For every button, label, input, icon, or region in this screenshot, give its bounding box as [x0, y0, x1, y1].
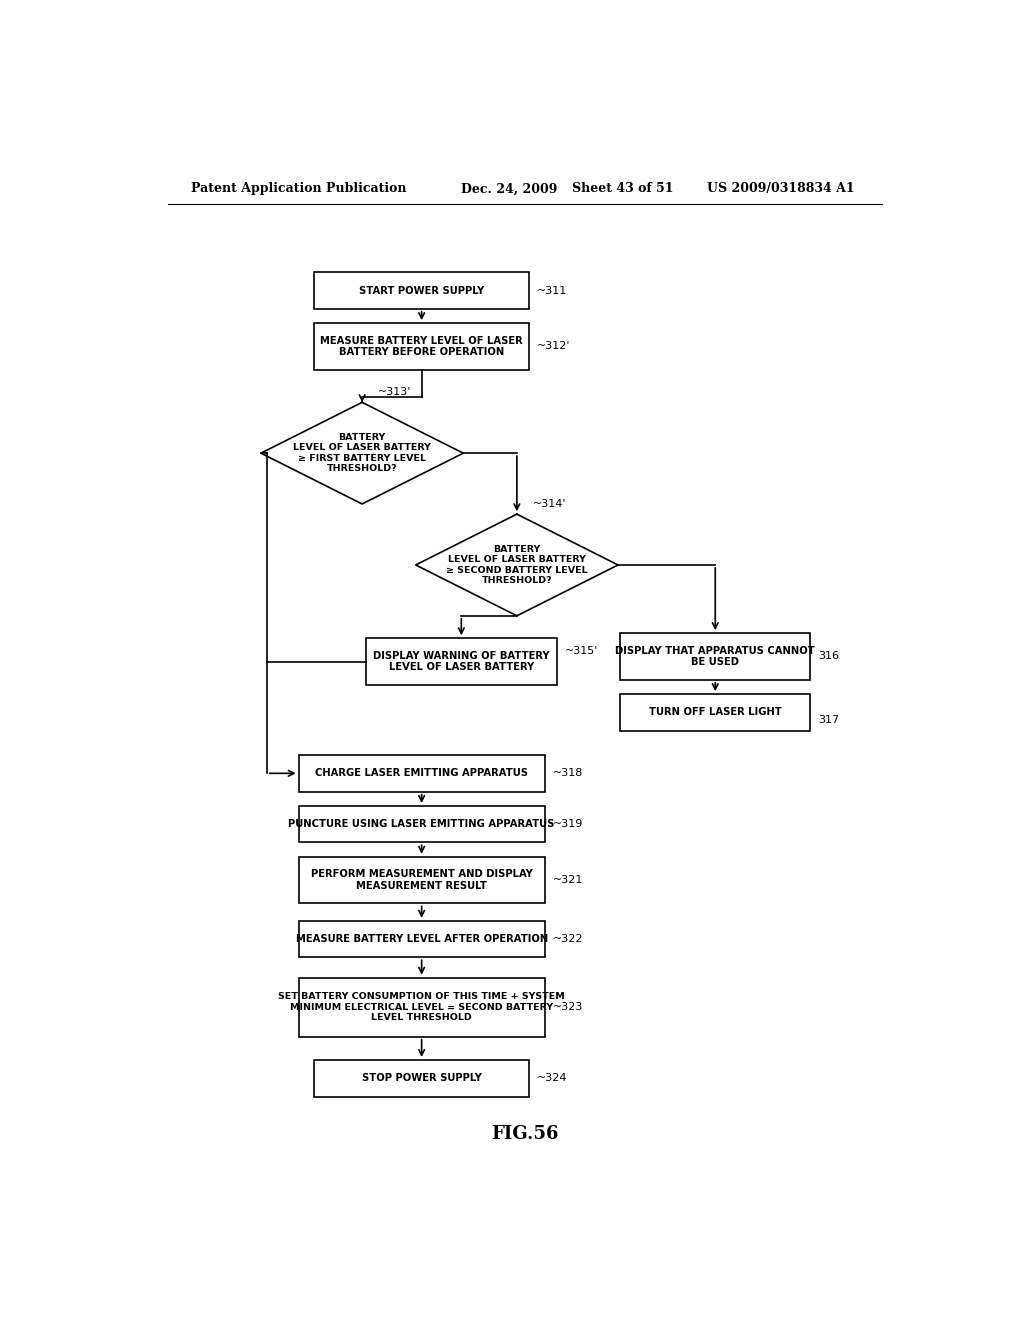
- Text: MEASURE BATTERY LEVEL OF LASER
BATTERY BEFORE OPERATION: MEASURE BATTERY LEVEL OF LASER BATTERY B…: [321, 335, 523, 358]
- Text: ~311: ~311: [537, 285, 567, 296]
- Text: SET BATTERY CONSUMPTION OF THIS TIME + SYSTEM
MINIMUM ELECTRICAL LEVEL = SECOND : SET BATTERY CONSUMPTION OF THIS TIME + S…: [279, 993, 565, 1022]
- Text: CHARGE LASER EMITTING APPARATUS: CHARGE LASER EMITTING APPARATUS: [315, 768, 528, 779]
- Text: ~321: ~321: [553, 875, 583, 884]
- Polygon shape: [416, 515, 618, 616]
- FancyBboxPatch shape: [299, 755, 545, 792]
- Text: PERFORM MEASUREMENT AND DISPLAY
MEASUREMENT RESULT: PERFORM MEASUREMENT AND DISPLAY MEASUREM…: [310, 870, 532, 891]
- Text: DISPLAY WARNING OF BATTERY
LEVEL OF LASER BATTERY: DISPLAY WARNING OF BATTERY LEVEL OF LASE…: [373, 651, 550, 672]
- Text: ~314': ~314': [532, 499, 566, 510]
- Text: ~313': ~313': [378, 387, 412, 397]
- Text: Dec. 24, 2009: Dec. 24, 2009: [461, 182, 558, 195]
- Text: 316: 316: [818, 652, 840, 661]
- Text: DISPLAY THAT APPARATUS CANNOT
BE USED: DISPLAY THAT APPARATUS CANNOT BE USED: [615, 645, 815, 667]
- Text: ~319: ~319: [553, 820, 583, 829]
- Text: STOP POWER SUPPLY: STOP POWER SUPPLY: [361, 1073, 481, 1084]
- Text: 317: 317: [818, 715, 840, 726]
- Text: BATTERY
LEVEL OF LASER BATTERY
≥ FIRST BATTERY LEVEL
THRESHOLD?: BATTERY LEVEL OF LASER BATTERY ≥ FIRST B…: [293, 433, 431, 474]
- FancyBboxPatch shape: [299, 805, 545, 842]
- Text: ~323: ~323: [553, 1002, 583, 1012]
- FancyBboxPatch shape: [299, 921, 545, 957]
- Text: START POWER SUPPLY: START POWER SUPPLY: [359, 285, 484, 296]
- Text: ~315': ~315': [564, 647, 598, 656]
- FancyBboxPatch shape: [299, 857, 545, 903]
- Text: MEASURE BATTERY LEVEL AFTER OPERATION: MEASURE BATTERY LEVEL AFTER OPERATION: [296, 935, 548, 944]
- Text: ~318: ~318: [553, 768, 583, 779]
- Text: Sheet 43 of 51: Sheet 43 of 51: [572, 182, 674, 195]
- Text: US 2009/0318834 A1: US 2009/0318834 A1: [708, 182, 855, 195]
- Text: FIG.56: FIG.56: [492, 1125, 558, 1143]
- Text: PUNCTURE USING LASER EMITTING APPARATUS: PUNCTURE USING LASER EMITTING APPARATUS: [289, 820, 555, 829]
- FancyBboxPatch shape: [299, 978, 545, 1036]
- Text: TURN OFF LASER LIGHT: TURN OFF LASER LIGHT: [649, 708, 781, 717]
- Text: BATTERY
LEVEL OF LASER BATTERY
≥ SECOND BATTERY LEVEL
THRESHOLD?: BATTERY LEVEL OF LASER BATTERY ≥ SECOND …: [446, 545, 588, 585]
- Text: Patent Application Publication: Patent Application Publication: [191, 182, 407, 195]
- Text: ~324: ~324: [537, 1073, 567, 1084]
- FancyBboxPatch shape: [314, 272, 528, 309]
- Text: ~322: ~322: [553, 935, 583, 944]
- FancyBboxPatch shape: [620, 694, 811, 731]
- FancyBboxPatch shape: [620, 634, 811, 680]
- FancyBboxPatch shape: [367, 638, 557, 685]
- Text: ~312': ~312': [537, 342, 570, 351]
- FancyBboxPatch shape: [314, 1060, 528, 1097]
- FancyBboxPatch shape: [314, 323, 528, 370]
- Polygon shape: [261, 403, 463, 504]
